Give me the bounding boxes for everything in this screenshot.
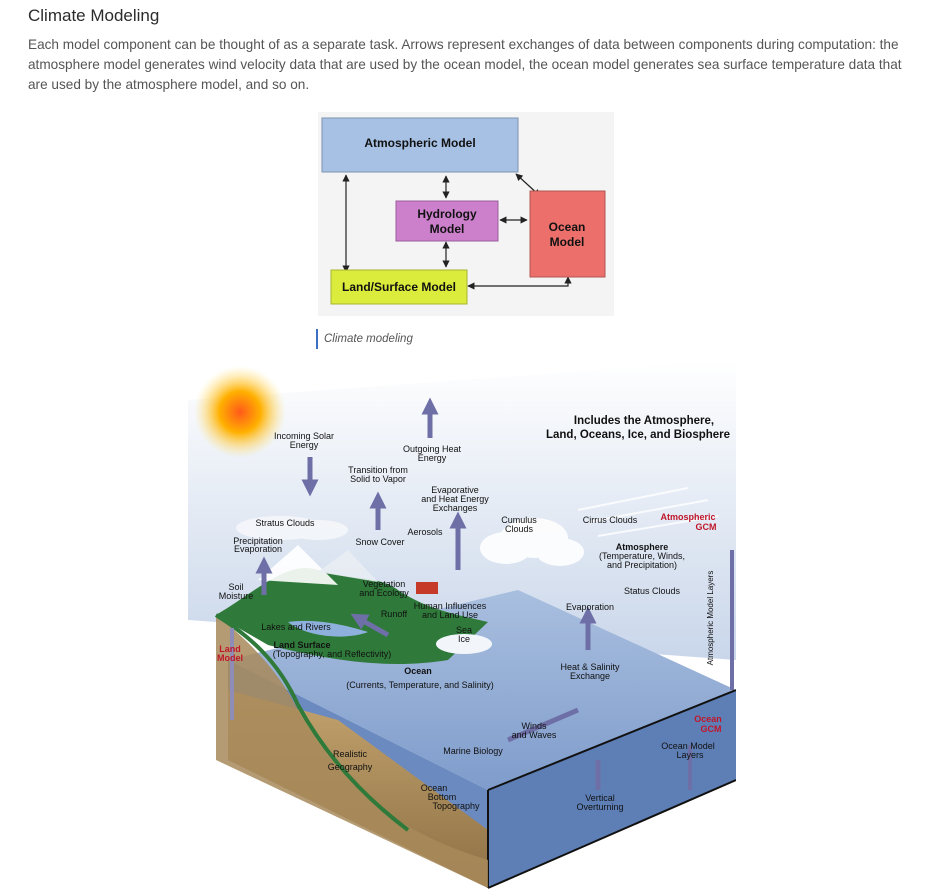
hydrology-model-box bbox=[395, 200, 499, 242]
factory bbox=[416, 582, 438, 594]
header-line-1: Includes the Atmosphere, bbox=[574, 415, 714, 427]
ocean-bottom-1: Ocean bbox=[421, 783, 448, 793]
atm-model-layers-label: Atmospheric Model Layers bbox=[706, 571, 715, 666]
land-model-2: Model bbox=[217, 653, 243, 663]
evaporative-2: and Heat Energy bbox=[421, 494, 489, 504]
ocean-gcm-1: Ocean bbox=[694, 714, 722, 724]
runoff-label: Runoff bbox=[381, 609, 408, 619]
outgoing-heat-2: Energy bbox=[418, 453, 447, 463]
realistic-geography-1: Realistic bbox=[333, 749, 368, 759]
sun bbox=[194, 366, 286, 458]
ocean-model-layers-2: Layers bbox=[676, 750, 704, 760]
land-ocean-arrow bbox=[467, 276, 572, 290]
incoming-solar-1: Incoming Solar bbox=[274, 431, 334, 441]
atmospheric-model-label: Atmospheric Model bbox=[364, 136, 475, 150]
ocean-model-label-1: Ocean bbox=[549, 220, 586, 234]
ocean-model-box bbox=[529, 190, 606, 278]
vegetation-1: Vegetation bbox=[363, 579, 406, 589]
land-cross-section bbox=[216, 615, 488, 888]
evaporation-label: Evaporation bbox=[566, 602, 614, 612]
atmospheric-model-box bbox=[321, 117, 519, 173]
cumulus-1: Cumulus bbox=[501, 515, 537, 525]
ocean-label-1: Ocean bbox=[404, 666, 432, 676]
atmosphere-2: (Temperature, Winds, bbox=[599, 551, 685, 561]
lake bbox=[288, 620, 368, 637]
atmosphere-3: and Precipitation) bbox=[607, 560, 677, 570]
transition-1: Transition from bbox=[348, 465, 408, 475]
ocean-model-label-2: Model bbox=[550, 235, 585, 249]
evaporative-1: Evaporative bbox=[431, 485, 479, 495]
winds-waves-2: and Waves bbox=[512, 730, 557, 740]
ocean-gcm-2: GCM bbox=[701, 724, 722, 734]
atmospheric-gcm-1: Atmospheric bbox=[660, 512, 715, 522]
land-model-1: Land bbox=[219, 644, 241, 654]
atmospheric-gcm-2: GCM bbox=[696, 522, 717, 532]
heat-salinity-1: Heat & Salinity bbox=[560, 662, 620, 672]
land-surface-model-label: Land/Surface Model bbox=[342, 280, 456, 294]
land-surface-model-box bbox=[330, 269, 468, 305]
heat-salinity-2: Exchange bbox=[570, 671, 610, 681]
figure-caption: Climate modeling bbox=[316, 329, 413, 349]
atmosphere-1: Atmosphere bbox=[616, 542, 669, 552]
cumulus-2: Clouds bbox=[505, 524, 534, 534]
header-line-2: Land, Oceans, Ice, and Biosphere bbox=[546, 429, 730, 441]
hydrology-model-label-1: Hydrology bbox=[417, 207, 477, 221]
cirrus-clouds bbox=[577, 487, 719, 537]
sea-ice-1: Sea bbox=[456, 625, 472, 635]
ocean-model-layers-1: Ocean Model bbox=[661, 741, 715, 751]
cirrus-clouds-label: Cirrus Clouds bbox=[583, 515, 638, 525]
page-description: Each model component can be thought of a… bbox=[28, 37, 902, 92]
winds-waves-1: Winds bbox=[521, 721, 547, 731]
outgoing-heat-1: Outgoing Heat bbox=[403, 444, 462, 454]
model-components-diagram: Atmospheric Model Hydrology Model Ocean … bbox=[318, 112, 614, 316]
winds-waves-arrow bbox=[507, 707, 579, 743]
lakes-rivers-label: Lakes and Rivers bbox=[261, 622, 331, 632]
stratus-clouds-label: Stratus Clouds bbox=[255, 518, 315, 528]
human-influences-1: Human Influences bbox=[414, 601, 487, 611]
marine-biology-label: Marine Biology bbox=[443, 746, 503, 756]
incoming-solar-2: Energy bbox=[290, 440, 319, 450]
status-clouds-label: Status Clouds bbox=[624, 586, 681, 596]
hydrology-model-label-2: Model bbox=[430, 222, 465, 236]
aerosols-label: Aerosols bbox=[407, 527, 443, 537]
vertical-overturning-2: Overturning bbox=[576, 802, 623, 812]
ocean-bottom-2: Bottom bbox=[428, 792, 457, 802]
land-surface-2: (Topography, and Reflectivity) bbox=[273, 649, 391, 659]
stratus-clouds bbox=[236, 516, 348, 540]
sea-ice-2: Ice bbox=[458, 634, 470, 644]
climate-system-illustration: Includes the Atmosphere, Land, Oceans, I… bbox=[188, 360, 736, 892]
soil-moisture-2: Moisture bbox=[219, 591, 254, 601]
transition-2: Solid to Vapor bbox=[350, 474, 406, 484]
cumulus-clouds bbox=[480, 518, 584, 566]
precipitation-1: Precipitation bbox=[233, 536, 283, 546]
runoff-arrow bbox=[350, 613, 390, 638]
page-title: Climate Modeling bbox=[28, 6, 160, 25]
human-influences-2: and Land Use bbox=[422, 610, 478, 620]
vegetation-2: and Ecology bbox=[359, 588, 409, 598]
precipitation-2: Evaporation bbox=[234, 544, 282, 554]
snow-cover-label: Snow Cover bbox=[355, 537, 404, 547]
soil-moisture-1: Soil bbox=[228, 582, 243, 592]
realistic-geography-2: Geography bbox=[328, 762, 373, 772]
vertical-overturning-1: Vertical bbox=[585, 793, 615, 803]
ocean-front-face bbox=[488, 690, 736, 888]
sea-ice bbox=[436, 634, 492, 654]
ocean-bottom-3: Topography bbox=[432, 801, 480, 811]
evaporative-3: Exchanges bbox=[433, 503, 478, 513]
land-surface-1: Land Surface bbox=[273, 640, 330, 650]
ocean-label-2: (Currents, Temperature, and Salinity) bbox=[346, 680, 493, 690]
